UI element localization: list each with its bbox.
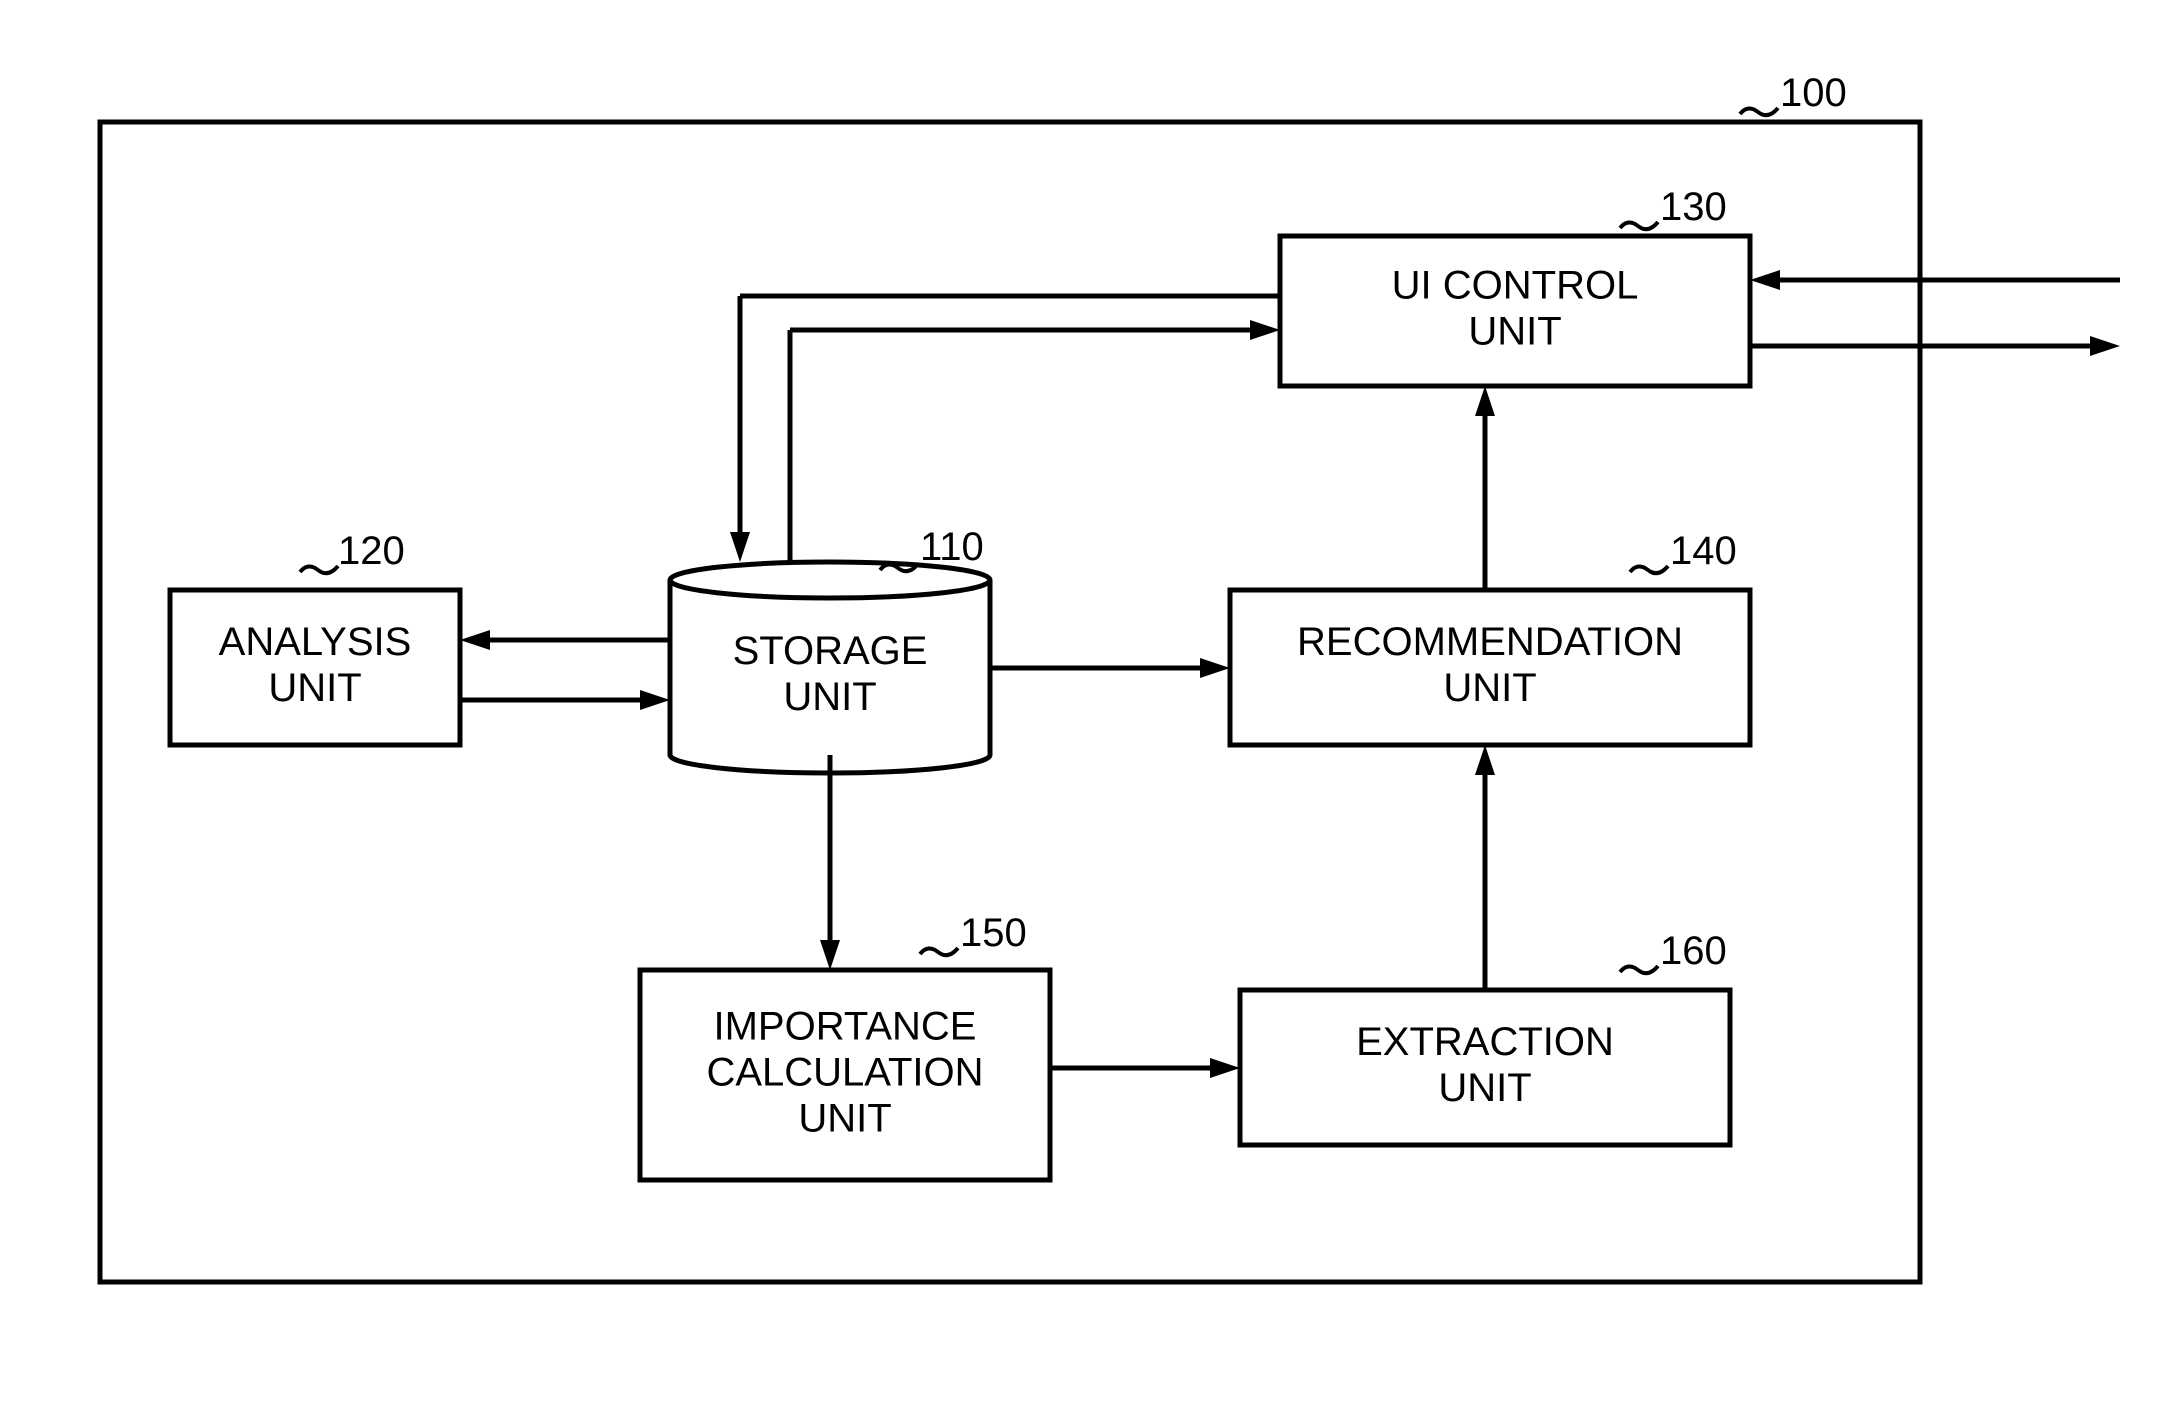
- ref-label: 120: [338, 529, 405, 573]
- node-label: UI CONTROL: [1392, 264, 1639, 308]
- ref-label: 110: [920, 525, 984, 569]
- node-label: ANALYSIS: [219, 620, 412, 664]
- node-label: CALCULATION: [706, 1051, 983, 1095]
- node-label: UNIT: [1443, 666, 1536, 710]
- node-label: UNIT: [1438, 1066, 1531, 1110]
- ref-label: 140: [1670, 529, 1737, 573]
- node-label: UNIT: [1468, 310, 1561, 354]
- ref-label: 100: [1780, 71, 1847, 115]
- node-label: UNIT: [783, 675, 876, 719]
- node-label: IMPORTANCE: [714, 1005, 977, 1049]
- node-label: RECOMMENDATION: [1297, 620, 1683, 664]
- node-label: EXTRACTION: [1356, 1020, 1614, 1064]
- node-label: UNIT: [268, 666, 361, 710]
- ref-label: 150: [960, 911, 1027, 955]
- ref-label: 160: [1660, 929, 1727, 973]
- ref-label: 130: [1660, 185, 1727, 229]
- node-label: STORAGE: [733, 629, 928, 673]
- node-label: UNIT: [798, 1097, 891, 1141]
